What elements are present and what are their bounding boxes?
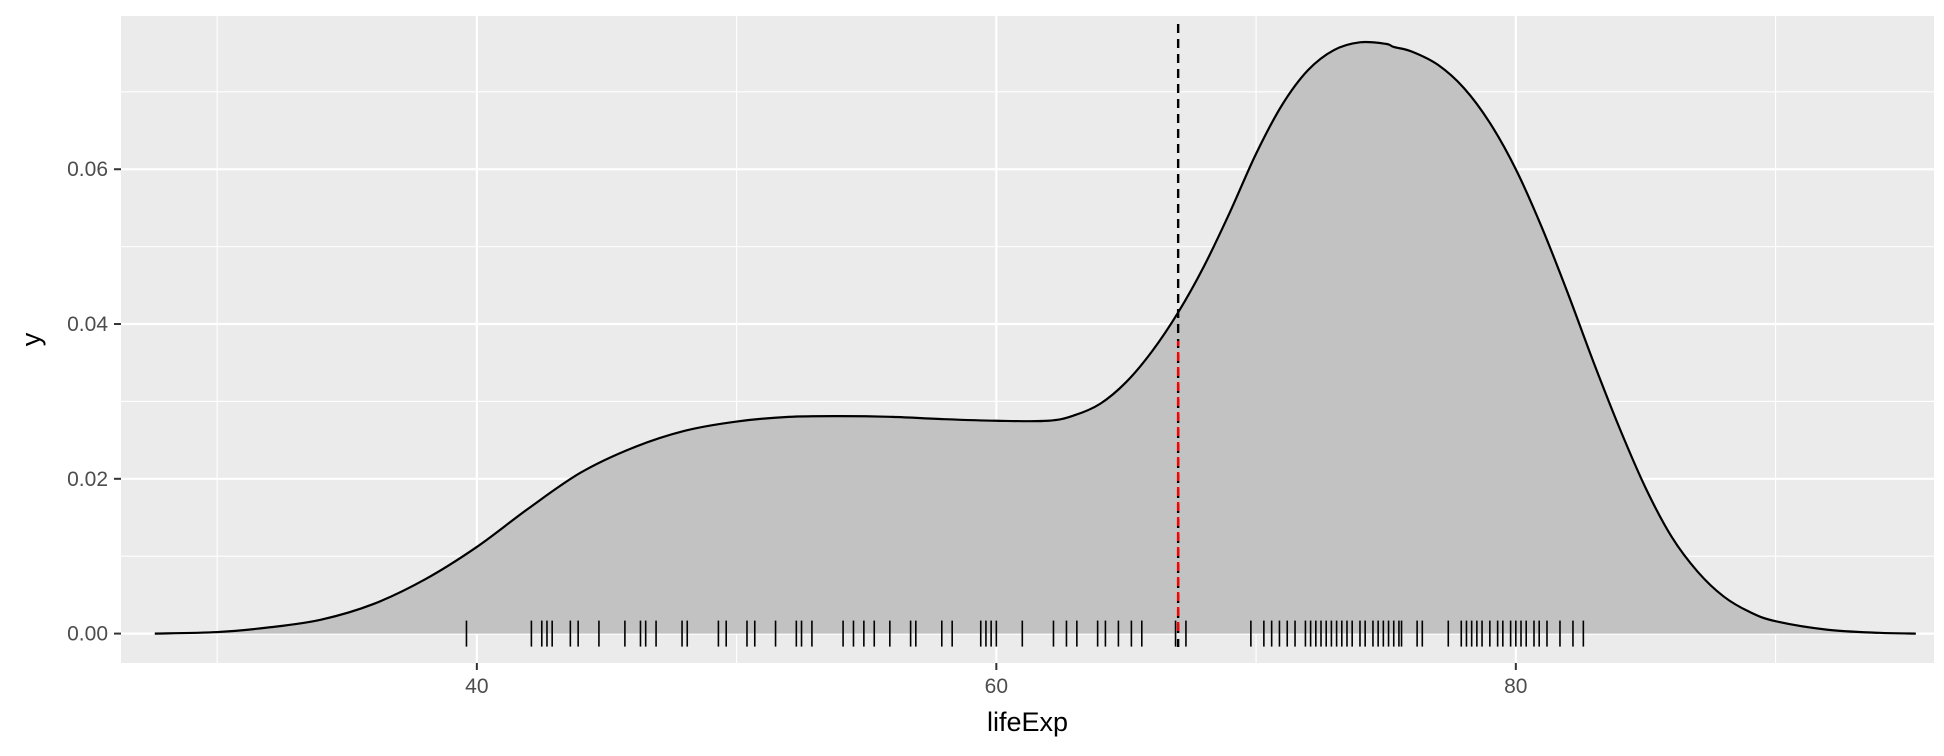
y-tick-label: 0.04	[67, 313, 108, 336]
rug-marks	[465, 620, 1585, 647]
y-tick-label: 0.00	[67, 623, 108, 646]
x-tick-label: 80	[1504, 675, 1527, 698]
y-axis-title: y	[16, 332, 46, 346]
x-tick-label: 40	[465, 675, 488, 698]
x-axis-ticks: 40 60 80	[465, 663, 1527, 698]
x-axis-title: lifeExp	[987, 707, 1068, 737]
density-curve	[154, 40, 1916, 635]
x-tick-label: 60	[985, 675, 1008, 698]
y-tick-label: 0.02	[67, 468, 108, 491]
density-area	[154, 42, 1916, 634]
y-tick-label: 0.06	[67, 158, 108, 181]
y-axis-ticks: 0.00 0.02 0.04 0.06	[67, 158, 121, 646]
